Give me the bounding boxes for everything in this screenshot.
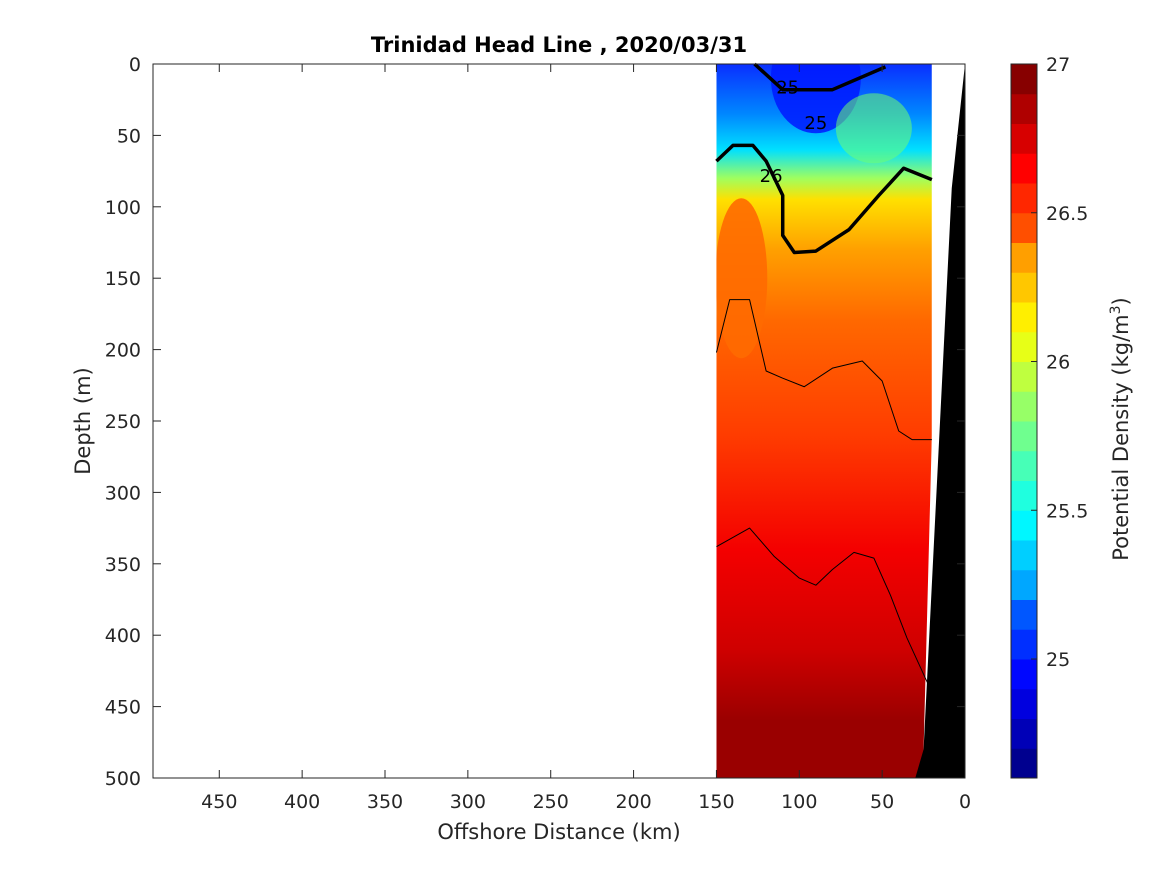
- colorbar-tick-label: 27: [1046, 54, 1070, 76]
- colorbar-swatch: [1011, 183, 1037, 214]
- y-tick-label: 0: [129, 54, 141, 76]
- colorbar-swatch: [1011, 510, 1037, 541]
- x-tick-label: 250: [533, 791, 569, 813]
- colorbar-swatch: [1011, 212, 1037, 243]
- y-tick-label: 250: [105, 411, 141, 433]
- contour-line-26: [715, 143, 933, 255]
- y-axis-ticks: 0 50 100 150 200 250 300 350 400 450 500: [105, 54, 965, 790]
- y-tick-label: 400: [105, 625, 141, 647]
- colorbar-swatch: [1011, 480, 1037, 511]
- density-contours: [715, 62, 933, 693]
- colorbar-swatch: [1011, 93, 1037, 124]
- contour-line-26-5: [715, 299, 932, 441]
- contour-label: 26: [760, 166, 783, 187]
- section-fill: [716, 64, 932, 778]
- colorbar-swatch: [1011, 659, 1037, 690]
- y-tick-label: 150: [105, 268, 141, 290]
- colorbar-swatch: [1011, 331, 1037, 362]
- colorbar-swatch: [1011, 302, 1037, 333]
- y-tick-label: 100: [105, 197, 141, 219]
- x-axis-ticks: 450 400 350 300 250 200 150 100 50 0: [201, 64, 971, 813]
- colorbar-swatch: [1011, 391, 1037, 422]
- colorbar-swatch: [1011, 629, 1037, 660]
- colorbar: 25 25.5 26 26.5 27: [1010, 54, 1088, 779]
- bathymetry-polygon: [915, 64, 965, 778]
- contour-line-26-8: [716, 527, 933, 693]
- x-axis-label: Offshore Distance (km): [437, 820, 680, 844]
- x-tick-label: 300: [450, 791, 486, 813]
- colorbar-tick-label: 25.5: [1046, 500, 1088, 522]
- colorbar-swatch: [1011, 123, 1037, 154]
- contour-line-25: [753, 62, 887, 92]
- colorbar-swatch: [1011, 688, 1037, 719]
- y-tick-label: 450: [105, 697, 141, 719]
- colorbar-swatch: [1011, 748, 1037, 779]
- x-tick-label: 50: [870, 791, 894, 813]
- colorbar-swatch: [1011, 272, 1037, 303]
- contour-label: 25: [776, 77, 799, 98]
- colorbar-label: Potential Density (kg/m3): [1108, 297, 1133, 561]
- offshore-dome: [716, 198, 768, 359]
- colorbar-swatch: [1011, 361, 1037, 392]
- y-tick-label: 300: [105, 482, 141, 504]
- colorbar-swatch: [1011, 153, 1037, 184]
- y-tick-label: 200: [105, 340, 141, 362]
- colorbar-swatch: [1011, 421, 1037, 452]
- x-tick-label: 100: [781, 791, 817, 813]
- colorbar-frame: [1010, 63, 1038, 779]
- contour-label: 25: [804, 113, 827, 134]
- x-tick-label: 200: [615, 791, 651, 813]
- colorbar-swatch: [1011, 242, 1037, 273]
- colorbar-swatch: [1011, 64, 1037, 95]
- colorbar-swatch: [1011, 718, 1037, 749]
- x-tick-label: 450: [201, 791, 237, 813]
- colorbar-swatch: [1011, 569, 1037, 600]
- x-tick-label: 150: [698, 791, 734, 813]
- x-tick-label: 400: [284, 791, 320, 813]
- y-axis-label: Depth (m): [71, 367, 95, 474]
- colorbar-tick-label: 26.5: [1046, 203, 1088, 225]
- chart-title: Trinidad Head Line , 2020/03/31: [371, 33, 747, 57]
- y-tick-label: 350: [105, 554, 141, 576]
- surface-low-density-core: [770, 64, 861, 134]
- x-tick-label: 350: [367, 791, 403, 813]
- y-tick-label: 50: [117, 125, 141, 147]
- nearshore-green-patch: [835, 93, 912, 164]
- colorbar-tick-label: 26: [1046, 352, 1070, 374]
- colorbar-tick-label: 25: [1046, 649, 1070, 671]
- y-tick-label: 500: [105, 768, 141, 790]
- density-section: [716, 64, 932, 778]
- colorbar-swatch: [1011, 450, 1037, 481]
- x-tick-label: 0: [959, 791, 971, 813]
- colorbar-swatch: [1011, 599, 1037, 630]
- colorbar-swatch: [1011, 540, 1037, 571]
